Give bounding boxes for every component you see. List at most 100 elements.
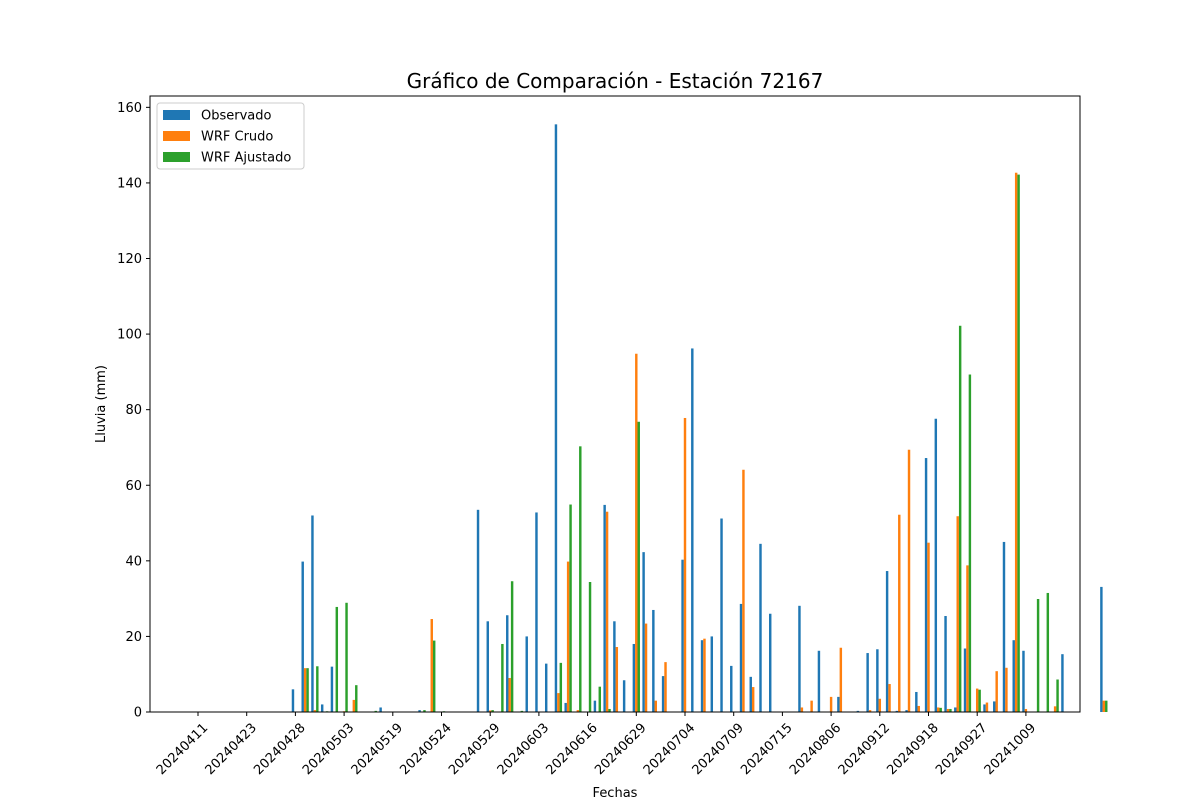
y-axis: 0 20 40 60 80 100 120 140 160 xyxy=(117,101,150,721)
bar-observado xyxy=(934,418,938,712)
x-tick-label: 20241009 xyxy=(982,721,1039,778)
bar-observado xyxy=(924,458,928,712)
y-tick-label: 160 xyxy=(117,101,142,116)
y-tick-label: 20 xyxy=(125,630,142,645)
x-tick-label: 20240428 xyxy=(251,721,308,778)
legend-swatch xyxy=(163,131,190,141)
bar-wrf-ajustado xyxy=(958,325,962,712)
bar-wrf-ajustado xyxy=(588,582,592,712)
bar-wrf-crudo xyxy=(576,710,580,712)
bar-observado xyxy=(652,609,655,712)
bar-wrf-ajustado xyxy=(491,710,494,712)
bar-wrf-ajustado xyxy=(501,643,504,712)
bar-wrf-crudo xyxy=(751,687,755,712)
x-tick-label: 20240704 xyxy=(641,721,698,778)
bar-wrf-ajustado xyxy=(520,710,524,712)
bar-wrf-crudo xyxy=(313,710,317,712)
bar-wrf-crudo xyxy=(566,561,570,712)
bar-wrf-crudo xyxy=(995,671,998,712)
bar-observado xyxy=(866,653,869,712)
bar-observado xyxy=(876,649,879,712)
bar-observado xyxy=(993,701,996,712)
bar-wrf-ajustado xyxy=(608,708,611,712)
bar-observado xyxy=(1012,640,1015,712)
y-tick-label: 80 xyxy=(125,403,142,418)
bar-wrf-ajustado xyxy=(1105,700,1108,712)
x-tick-label: 20240524 xyxy=(397,721,454,778)
legend: Observado WRF Crudo WRF Ajustado xyxy=(156,102,305,170)
bar-wrf-ajustado xyxy=(949,708,952,712)
bar-wrf-crudo xyxy=(1053,706,1057,712)
bar-observado xyxy=(856,710,860,712)
bar-observado xyxy=(730,665,733,712)
bar-observado xyxy=(905,710,908,712)
legend-label: WRF Crudo xyxy=(201,130,273,145)
bar-wrf-ajustado xyxy=(559,662,563,712)
legend-swatch xyxy=(163,152,190,162)
y-tick-label: 40 xyxy=(125,554,142,569)
bar-observado xyxy=(418,710,421,712)
bar-observado xyxy=(817,650,821,712)
bar-observado xyxy=(885,571,889,712)
bar-observado xyxy=(720,518,723,712)
bar-wrf-ajustado xyxy=(1036,599,1040,712)
bar-wrf-crudo xyxy=(927,542,930,712)
x-tick-label: 20240423 xyxy=(203,721,260,778)
bar-wrf-crudo xyxy=(488,710,492,712)
bar-wrf-crudo xyxy=(430,619,433,712)
bar-observado xyxy=(525,636,528,712)
y-tick-label: 0 xyxy=(134,706,142,721)
bar-wrf-crudo xyxy=(888,684,891,712)
y-tick-label: 100 xyxy=(117,328,142,343)
bar-observado xyxy=(710,636,714,712)
plot-frame xyxy=(149,95,1081,713)
bar-wrf-crudo xyxy=(1102,700,1106,712)
bar-wrf-crudo xyxy=(605,511,609,712)
legend-label: WRF Ajustado xyxy=(201,151,291,166)
bar-wrf-crudo xyxy=(664,662,667,712)
y-tick-label: 60 xyxy=(125,479,142,494)
bar-observado xyxy=(759,543,762,712)
bar-wrf-ajustado xyxy=(355,685,358,712)
bar-observado xyxy=(544,663,548,712)
x-tick-label: 20240715 xyxy=(738,721,795,778)
bar-wrf-crudo xyxy=(829,696,833,712)
x-axis: 2024041120240423202404282024050320240519… xyxy=(154,712,1039,778)
bar-observado xyxy=(769,613,772,712)
x-tick-label: 20240709 xyxy=(690,721,747,778)
bar-wrf-ajustado xyxy=(1017,174,1020,713)
bar-observado xyxy=(564,702,567,712)
bar-wrf-crudo xyxy=(635,353,638,712)
bar-wrf-ajustado xyxy=(306,668,309,712)
bar-observado xyxy=(603,504,606,712)
bar-wrf-crudo xyxy=(898,514,901,712)
bar-wrf-crudo xyxy=(868,710,872,712)
bar-observado xyxy=(593,700,597,712)
chart-title: Gráfico de Comparación - Estación 72167 xyxy=(407,69,824,93)
bar-wrf-ajustado xyxy=(432,640,436,712)
bar-observado xyxy=(915,691,918,712)
bar-observado xyxy=(681,559,684,712)
bar-wrf-crudo xyxy=(683,417,687,712)
x-tick-label: 20240616 xyxy=(543,721,600,778)
bar-wrf-crudo xyxy=(956,516,959,712)
x-tick-label: 20240806 xyxy=(787,721,844,778)
x-tick-label: 20240519 xyxy=(349,721,406,778)
bar-wrf-crudo xyxy=(615,647,619,712)
bar-wrf-crudo xyxy=(800,707,804,712)
bar-observado xyxy=(963,648,967,712)
y-tick-label: 120 xyxy=(117,252,142,267)
bar-wrf-crudo xyxy=(1014,172,1018,713)
bar-wrf-ajustado xyxy=(374,710,377,712)
bar-wrf-crudo xyxy=(985,702,989,712)
bar-wrf-crudo xyxy=(975,688,979,712)
x-tick-label: 20240503 xyxy=(300,721,357,778)
bar-wrf-crudo xyxy=(303,668,307,712)
bar-wrf-crudo xyxy=(810,700,813,712)
x-tick-label: 20240603 xyxy=(495,721,552,778)
bar-observado xyxy=(642,552,645,712)
bar-wrf-crudo xyxy=(644,623,648,712)
bar-observado xyxy=(476,509,480,712)
x-tick-label: 20240927 xyxy=(933,721,990,778)
